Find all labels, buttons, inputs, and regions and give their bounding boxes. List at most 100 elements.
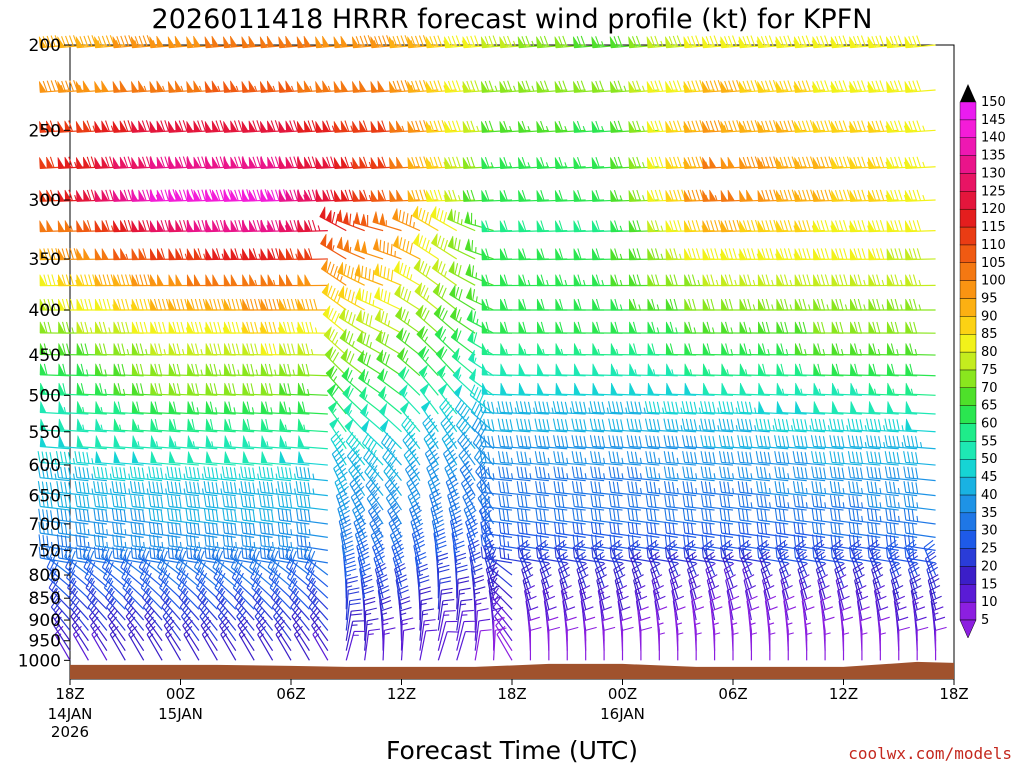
- wind-barb: [222, 481, 255, 497]
- wind-barb: [91, 625, 108, 661]
- wind-barb: [629, 298, 660, 311]
- wind-barb: [393, 260, 421, 286]
- colorbar-bottom-arrow: [959, 619, 977, 639]
- wind-barb: [131, 248, 163, 261]
- wind-barb: [39, 156, 71, 169]
- wind-barb: [131, 189, 163, 202]
- wind-barb: [204, 534, 236, 551]
- wind-barb: [95, 435, 126, 450]
- wind-barb: [431, 515, 445, 551]
- wind-barb: [297, 189, 328, 202]
- colorbar-label: 145: [981, 113, 1006, 128]
- wind-barb: [518, 363, 549, 377]
- wind-barb: [866, 435, 899, 450]
- wind-barb: [333, 120, 365, 133]
- wind-barb: [589, 435, 623, 450]
- wind-barb: [720, 539, 734, 576]
- wind-barb: [338, 285, 365, 311]
- wind-barb: [150, 382, 181, 396]
- wind-barb: [328, 400, 347, 433]
- wind-barb: [591, 36, 623, 49]
- wind-barb: [934, 626, 947, 661]
- surface-terrain: [70, 661, 954, 679]
- wind-barb: [787, 630, 794, 661]
- wind-barb: [468, 368, 494, 396]
- wind-barb: [354, 239, 384, 260]
- wind-barb: [58, 401, 89, 415]
- wind-barb: [111, 481, 144, 497]
- wind-barb: [378, 403, 402, 433]
- wind-barb: [481, 363, 513, 377]
- wind-barb: [665, 321, 697, 334]
- wind-barb: [58, 435, 89, 450]
- wind-barb: [682, 508, 715, 525]
- wind-barb: [325, 365, 347, 396]
- wind-barb: [149, 534, 181, 551]
- wind-barb: [296, 521, 328, 538]
- wind-barb: [627, 481, 660, 497]
- wind-barb: [534, 418, 568, 433]
- colorbar-segment: [959, 512, 977, 531]
- wind-barb: [774, 481, 807, 497]
- colorbar-label: 125: [981, 184, 1006, 199]
- wind-barb: [500, 363, 531, 377]
- wind-barb: [354, 264, 384, 286]
- wind-barb: [756, 521, 789, 538]
- wind-barb: [516, 466, 549, 482]
- wind-barb: [592, 363, 623, 377]
- wind-barb: [496, 625, 513, 661]
- wind-barb: [571, 401, 605, 415]
- x-tick-label: 06Z: [718, 685, 747, 703]
- colorbar-segment: [959, 405, 977, 424]
- wind-barb: [39, 435, 71, 450]
- wind-barb: [279, 451, 310, 466]
- wind-barb: [829, 466, 862, 482]
- wind-barb: [113, 451, 144, 466]
- wind-barb: [164, 625, 182, 661]
- wind-barb: [241, 80, 273, 93]
- wind-barb: [168, 435, 199, 450]
- wind-barb: [700, 418, 734, 433]
- wind-barb: [392, 208, 421, 232]
- wind-barb: [866, 418, 899, 433]
- wind-barb: [260, 382, 292, 396]
- wind-barb: [203, 481, 236, 497]
- wind-barb: [297, 382, 328, 396]
- wind-barb: [774, 466, 807, 482]
- wind-barb: [56, 495, 89, 511]
- wind-barb: [56, 466, 89, 482]
- wind-barb: [702, 274, 734, 287]
- wind-barb: [702, 363, 734, 377]
- colorbar-label: 120: [981, 202, 1006, 217]
- wind-barb: [297, 248, 328, 261]
- wind-barb: [425, 80, 457, 93]
- wind-barb: [902, 435, 936, 450]
- wind-barb: [201, 625, 218, 661]
- wind-barb: [323, 326, 347, 356]
- wind-barb: [398, 384, 421, 415]
- wind-barb: [149, 35, 181, 49]
- wind-barb: [879, 630, 886, 661]
- wind-barb: [497, 451, 531, 466]
- wind-barb: [296, 156, 328, 169]
- wind-barb: [131, 401, 163, 415]
- wind-barb: [867, 534, 899, 551]
- wind-barb: [358, 368, 384, 396]
- x-date-label: 16JAN: [600, 705, 645, 723]
- wind-barb: [553, 435, 586, 450]
- wind-barb: [113, 435, 144, 450]
- wind-barb: [516, 481, 549, 497]
- wind-barb: [340, 348, 366, 377]
- wind-barb: [361, 433, 384, 466]
- wind-barb: [149, 189, 181, 202]
- wind-barb: [277, 495, 310, 511]
- wind-barb: [884, 451, 918, 466]
- wind-barb: [258, 481, 292, 497]
- wind-barb: [499, 35, 531, 49]
- wind-barb: [903, 451, 936, 466]
- colorbar-segment: [959, 601, 977, 621]
- wind-barb: [297, 219, 328, 233]
- wind-barb: [388, 120, 420, 133]
- wind-barb: [663, 401, 697, 415]
- wind-barb: [573, 382, 605, 396]
